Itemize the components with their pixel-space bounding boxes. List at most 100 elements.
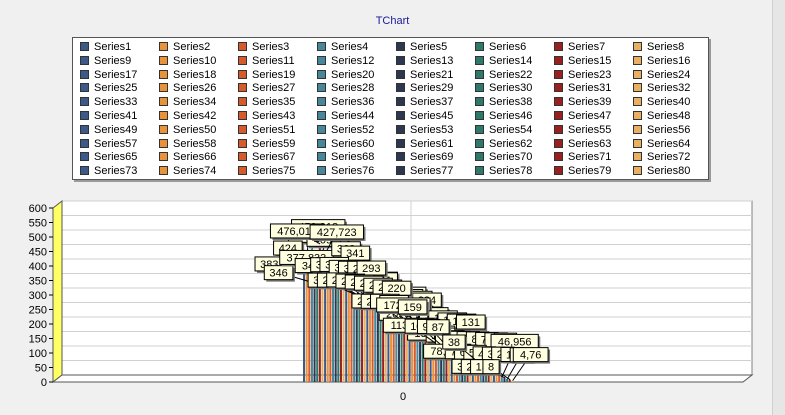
legend-swatch[interactable] bbox=[633, 69, 642, 79]
legend-item[interactable]: Series47 bbox=[554, 110, 611, 123]
legend-swatch[interactable] bbox=[238, 55, 247, 65]
legend-item[interactable]: Series72 bbox=[633, 151, 690, 164]
legend-item[interactable]: Series67 bbox=[238, 151, 295, 164]
legend-item[interactable]: Series59 bbox=[238, 138, 295, 151]
legend-item[interactable]: Series77 bbox=[396, 165, 453, 178]
legend-item[interactable]: Series61 bbox=[396, 138, 453, 151]
legend-swatch[interactable] bbox=[317, 55, 326, 65]
legend-item[interactable]: Series19 bbox=[238, 69, 295, 82]
legend-item[interactable]: Series44 bbox=[317, 110, 374, 123]
legend-item[interactable]: Series6 bbox=[475, 41, 526, 54]
legend-swatch[interactable] bbox=[633, 152, 642, 162]
legend-item[interactable]: Series10 bbox=[159, 55, 216, 68]
legend-swatch[interactable] bbox=[554, 166, 563, 176]
legend-swatch[interactable] bbox=[633, 42, 642, 51]
legend-item[interactable]: Series79 bbox=[554, 165, 611, 178]
legend-swatch[interactable] bbox=[633, 97, 642, 107]
legend-swatch[interactable] bbox=[554, 97, 563, 107]
legend-item[interactable]: Series53 bbox=[396, 124, 453, 137]
legend-swatch[interactable] bbox=[238, 152, 247, 162]
legend-swatch[interactable] bbox=[80, 83, 89, 93]
legend-item[interactable]: Series74 bbox=[159, 165, 216, 178]
legend-swatch[interactable] bbox=[238, 138, 247, 148]
legend-item[interactable]: Series55 bbox=[554, 124, 611, 137]
legend-item[interactable]: Series40 bbox=[633, 96, 690, 109]
legend-swatch[interactable] bbox=[475, 83, 484, 93]
legend-item[interactable]: Series4 bbox=[317, 41, 368, 54]
legend-item[interactable]: Series65 bbox=[80, 151, 137, 164]
legend-swatch[interactable] bbox=[475, 69, 484, 79]
legend-item[interactable]: Series78 bbox=[475, 165, 532, 178]
legend-swatch[interactable] bbox=[554, 138, 563, 148]
legend-swatch[interactable] bbox=[238, 97, 247, 107]
legend-swatch[interactable] bbox=[554, 55, 563, 65]
legend-swatch[interactable] bbox=[396, 97, 405, 107]
legend-swatch[interactable] bbox=[159, 111, 168, 120]
legend-swatch[interactable] bbox=[317, 69, 326, 79]
legend-swatch[interactable] bbox=[159, 166, 168, 176]
legend-swatch[interactable] bbox=[238, 124, 247, 134]
legend-item[interactable]: Series1 bbox=[80, 41, 131, 54]
legend-swatch[interactable] bbox=[238, 42, 247, 51]
legend-item[interactable]: Series22 bbox=[475, 69, 532, 82]
legend-item[interactable]: Series30 bbox=[475, 82, 532, 95]
legend-swatch[interactable] bbox=[475, 97, 484, 107]
legend-item[interactable]: Series46 bbox=[475, 110, 532, 123]
legend-swatch[interactable] bbox=[159, 55, 168, 65]
legend-swatch[interactable] bbox=[633, 138, 642, 148]
legend-swatch[interactable] bbox=[475, 42, 484, 51]
legend-item[interactable]: Series60 bbox=[317, 138, 374, 151]
legend-item[interactable]: Series20 bbox=[317, 69, 374, 82]
legend-item[interactable]: Series16 bbox=[633, 55, 690, 68]
legend-item[interactable]: Series52 bbox=[317, 124, 374, 137]
legend-item[interactable]: Series8 bbox=[633, 41, 684, 54]
legend-swatch[interactable] bbox=[475, 152, 484, 162]
legend-item[interactable]: Series38 bbox=[475, 96, 532, 109]
legend-item[interactable]: Series5 bbox=[396, 41, 447, 54]
legend-item[interactable]: Series68 bbox=[317, 151, 374, 164]
legend-item[interactable]: Series31 bbox=[554, 82, 611, 95]
legend-swatch[interactable] bbox=[80, 124, 89, 134]
legend-swatch[interactable] bbox=[159, 152, 168, 162]
legend-item[interactable]: Series42 bbox=[159, 110, 216, 123]
legend-item[interactable]: Series48 bbox=[633, 110, 690, 123]
legend-item[interactable]: Series7 bbox=[554, 41, 605, 54]
legend-swatch[interactable] bbox=[396, 83, 405, 93]
legend-item[interactable]: Series14 bbox=[475, 55, 532, 68]
legend-swatch[interactable] bbox=[238, 111, 247, 120]
legend-item[interactable]: Series18 bbox=[159, 69, 216, 82]
legend-swatch[interactable] bbox=[554, 83, 563, 93]
legend-swatch[interactable] bbox=[554, 111, 563, 120]
legend-item[interactable]: Series56 bbox=[633, 124, 690, 137]
legend-swatch[interactable] bbox=[475, 111, 484, 120]
legend-item[interactable]: Series58 bbox=[159, 138, 216, 151]
legend-swatch[interactable] bbox=[554, 152, 563, 162]
legend-swatch[interactable] bbox=[159, 83, 168, 93]
legend-item[interactable]: Series11 bbox=[238, 55, 295, 68]
legend-item[interactable]: Series34 bbox=[159, 96, 216, 109]
legend-item[interactable]: Series26 bbox=[159, 82, 216, 95]
legend-swatch[interactable] bbox=[317, 124, 326, 134]
legend-item[interactable]: Series80 bbox=[633, 165, 690, 178]
legend-swatch[interactable] bbox=[554, 124, 563, 134]
legend-item[interactable]: Series51 bbox=[238, 124, 295, 137]
legend-item[interactable]: Series9 bbox=[80, 55, 131, 68]
legend-swatch[interactable] bbox=[238, 166, 247, 176]
legend-item[interactable]: Series49 bbox=[80, 124, 137, 137]
legend-item[interactable]: Series37 bbox=[396, 96, 453, 109]
legend-item[interactable]: Series73 bbox=[80, 165, 137, 178]
legend-item[interactable]: Series54 bbox=[475, 124, 532, 137]
legend-swatch[interactable] bbox=[80, 42, 89, 51]
legend-item[interactable]: Series23 bbox=[554, 69, 611, 82]
legend-swatch[interactable] bbox=[159, 69, 168, 79]
legend-swatch[interactable] bbox=[317, 152, 326, 162]
legend-item[interactable]: Series25 bbox=[80, 82, 137, 95]
legend-swatch[interactable] bbox=[159, 97, 168, 107]
legend-swatch[interactable] bbox=[80, 69, 89, 79]
legend-item[interactable]: Series75 bbox=[238, 165, 295, 178]
legend-swatch[interactable] bbox=[80, 166, 89, 176]
legend-item[interactable]: Series2 bbox=[159, 41, 210, 54]
legend-item[interactable]: Series32 bbox=[633, 82, 690, 95]
legend-item[interactable]: Series41 bbox=[80, 110, 137, 123]
legend-item[interactable]: Series76 bbox=[317, 165, 374, 178]
